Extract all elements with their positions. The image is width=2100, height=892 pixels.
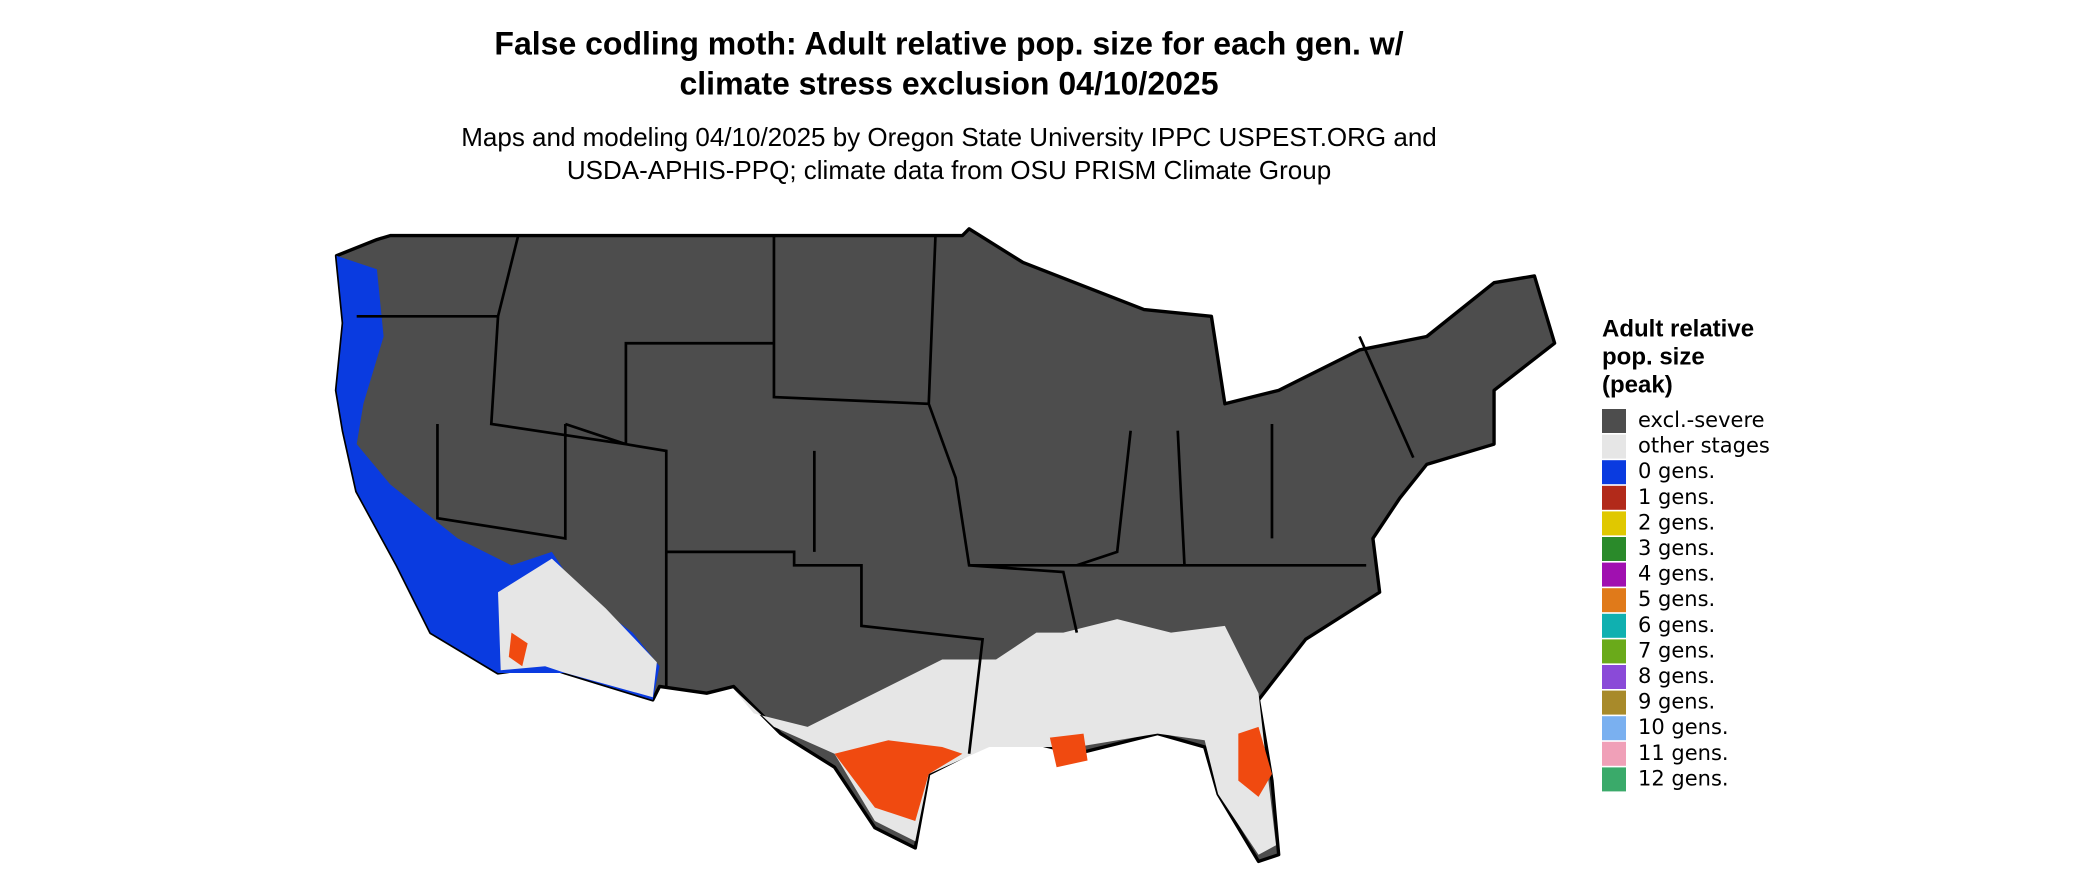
legend-swatch [1602, 588, 1626, 613]
legend-label: 7 gens. [1638, 638, 1715, 662]
legend-label: 5 gens. [1638, 587, 1715, 611]
legend-title: (peak) [1602, 371, 1673, 398]
legend-label: 9 gens. [1638, 690, 1715, 714]
legend-swatch [1602, 767, 1626, 792]
region-0-gens [336, 255, 660, 700]
legend-swatch [1602, 485, 1626, 510]
legend-label: 4 gens. [1638, 562, 1715, 586]
legend-swatch [1602, 511, 1626, 536]
legend-label: 6 gens. [1638, 613, 1715, 637]
subtitle-line: USDA-APHIS-PPQ; climate data from OSU PR… [567, 155, 1331, 185]
us-outline [334, 227, 1557, 864]
legend-swatch [1602, 409, 1626, 433]
subtitle-line: Maps and modeling 04/10/2025 by Oregon S… [461, 122, 1437, 152]
legend-label: 11 gens. [1638, 741, 1729, 765]
legend-label: excl.-severe [1638, 408, 1765, 432]
legend-label: 1 gens. [1638, 485, 1715, 509]
legend-label: other stages [1638, 434, 1770, 458]
region-1-gens [508, 632, 1272, 822]
region-other-stages [498, 558, 657, 698]
legend-title: pop. size [1602, 343, 1705, 370]
legend-swatch [1602, 690, 1626, 715]
legend-swatch [1602, 665, 1626, 689]
legend-swatch [1602, 562, 1626, 587]
legend-title: Adult relative [1602, 315, 1754, 342]
title-line: climate stress exclusion 04/10/2025 [679, 65, 1218, 101]
title-line: False codling moth: Adult relative pop. … [494, 25, 1403, 61]
legend-label: 0 gens. [1638, 459, 1715, 483]
legend-label: 12 gens. [1638, 766, 1729, 790]
legend-swatch [1602, 639, 1626, 664]
legend-swatch [1602, 716, 1626, 741]
legend-label: 2 gens. [1638, 510, 1715, 534]
legend-swatch [1602, 613, 1626, 638]
us-map [334, 227, 1557, 864]
legend-label: 3 gens. [1638, 536, 1715, 560]
legend-swatch [1602, 434, 1626, 459]
state-borders [356, 235, 1415, 754]
legend-swatch [1602, 537, 1626, 561]
legend-label: 10 gens. [1638, 715, 1729, 739]
legend-label: 8 gens. [1638, 664, 1715, 688]
legend-swatch [1602, 741, 1626, 766]
legend-swatch [1602, 460, 1626, 485]
